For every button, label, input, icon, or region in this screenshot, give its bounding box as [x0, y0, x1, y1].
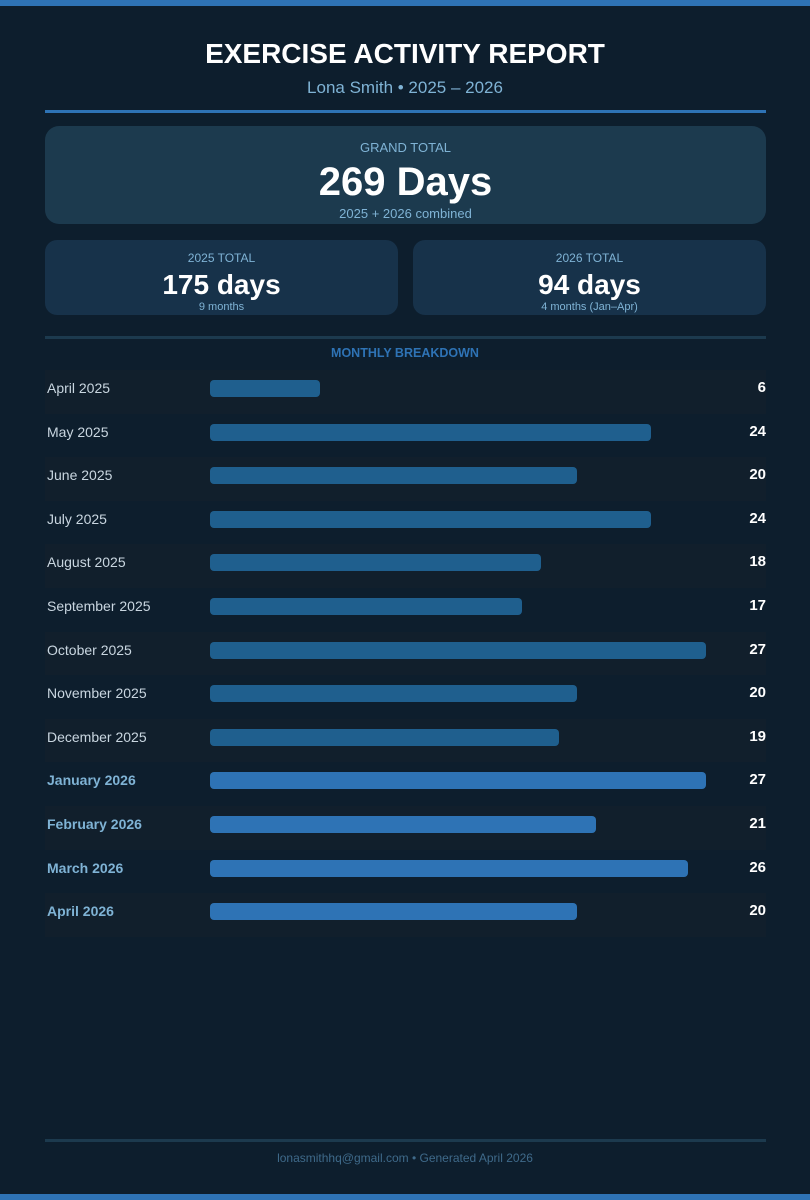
grand-total-label: GRAND TOTAL	[359, 140, 452, 155]
bar	[210, 554, 541, 572]
bar	[210, 859, 688, 877]
bar	[210, 380, 321, 397]
total-2026-card: 2026 TOTAL 94 days 4 months (Jan–Apr)	[413, 240, 766, 315]
month-label: March 2026	[47, 859, 124, 876]
grand-total-value: 269 Days	[318, 160, 493, 204]
monthly-bar-chart: April 2025 6 May 2025 24 June 2025 20 July 202…	[45, 370, 766, 937]
page-subtitle: Lona Smith • 2025 – 2026	[307, 78, 503, 97]
grand-total-card: GRAND TOTAL 269 Days 2025 + 2026 combine…	[45, 126, 766, 224]
month-label: August 2025	[47, 554, 126, 571]
bottom-accent-bar	[0, 1194, 810, 1200]
chart-row: April 2025 6	[45, 370, 766, 414]
month-label: May 2025	[47, 423, 109, 440]
footer-divider	[45, 1139, 766, 1142]
chart-row: March 2026 26	[45, 850, 766, 894]
month-label: June 2025	[47, 467, 113, 484]
total-2025-label: 2025 TOTAL	[187, 251, 256, 265]
value-label: 18	[749, 553, 766, 571]
total-2025-value: 175 days	[162, 269, 281, 300]
value-label: 17	[749, 596, 766, 614]
bar	[210, 903, 578, 921]
value-label: 21	[749, 814, 766, 832]
month-label: December 2025	[47, 728, 147, 745]
chart-row: July 2025 24	[45, 501, 766, 545]
value-label: 20	[749, 466, 766, 484]
bar	[210, 685, 578, 703]
value-label: 20	[749, 684, 766, 702]
footer-text: lonasmithhq@gmail.com • Generated April …	[277, 1151, 533, 1165]
bar	[210, 423, 651, 441]
value-label: 24	[749, 422, 766, 440]
total-2025-card: 2025 TOTAL 175 days 9 months	[45, 240, 398, 315]
value-label: 6	[757, 379, 766, 396]
total-2025-sub: 9 months	[198, 301, 245, 313]
bar	[210, 597, 523, 615]
month-label: April 2026	[47, 903, 114, 920]
bar	[210, 772, 706, 790]
chart-row: May 2025 24	[45, 414, 766, 458]
chart-row: August 2025 18	[45, 544, 766, 588]
chart-row: October 2025 27	[45, 631, 766, 676]
bar	[210, 728, 560, 746]
month-label: October 2025	[47, 641, 132, 658]
month-label: September 2025	[47, 597, 151, 614]
chart-row: January 2026 27	[45, 762, 766, 806]
value-label: 27	[749, 640, 766, 658]
header-divider	[45, 110, 766, 113]
bar	[210, 467, 578, 485]
section-title: MONTHLY BREAKDOWN	[331, 346, 479, 360]
value-label: 27	[749, 771, 766, 789]
chart-row: December 2025 19	[45, 718, 766, 763]
chart-row: November 2025 20	[45, 675, 766, 719]
month-label: April 2025	[47, 380, 111, 396]
chart-row: September 2025 17	[45, 588, 766, 632]
bar	[210, 510, 651, 528]
chart-row: June 2025 20	[45, 457, 766, 501]
month-label: February 2026	[47, 815, 142, 832]
value-label: 19	[749, 727, 766, 745]
page-title: EXERCISE ACTIVITY REPORT	[205, 38, 605, 69]
month-label: January 2026	[47, 772, 136, 789]
top-accent-bar	[0, 0, 810, 6]
section-divider	[45, 336, 766, 339]
bar	[210, 641, 706, 659]
value-label: 20	[749, 902, 766, 920]
total-2026-value: 94 days	[538, 269, 641, 300]
total-2026-label: 2026 TOTAL	[555, 251, 624, 265]
value-label: 26	[749, 858, 766, 876]
month-label: November 2025	[47, 685, 147, 702]
value-label: 24	[749, 509, 766, 527]
grand-total-sub: 2025 + 2026 combined	[339, 206, 472, 221]
chart-row: February 2026 21	[45, 805, 766, 850]
chart-row: April 2026 20	[45, 893, 766, 937]
month-label: July 2025	[47, 510, 107, 527]
bar	[210, 815, 596, 833]
total-2026-sub: 4 months (Jan–Apr)	[541, 301, 638, 313]
